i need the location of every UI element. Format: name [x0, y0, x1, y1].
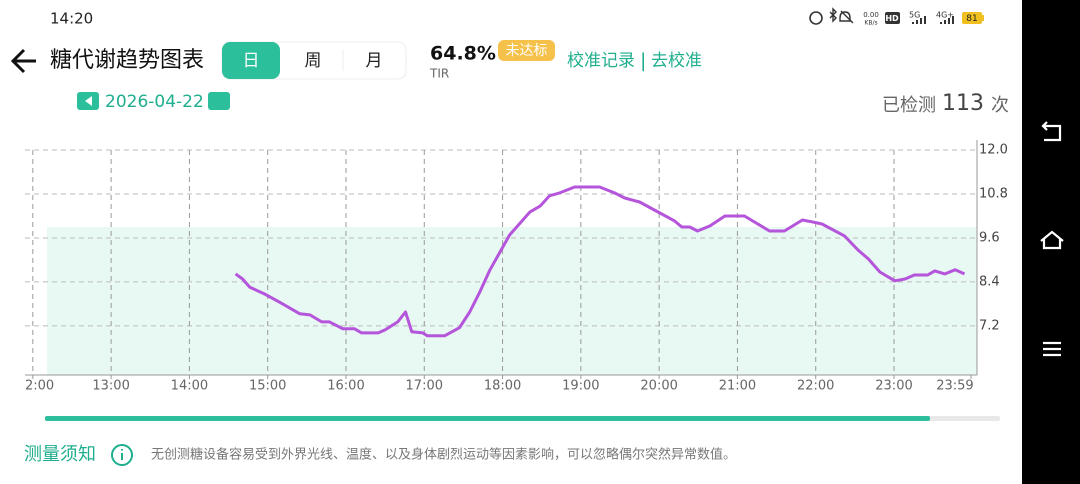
x-tick-label: 19:00 — [562, 379, 599, 394]
tab-week[interactable]: 周 — [305, 51, 322, 71]
x-tick-label: 13:00 — [92, 379, 129, 394]
x-tick-label: 23:00 — [875, 379, 912, 394]
hd-box — [885, 12, 900, 24]
battery — [962, 12, 982, 24]
y-tick-label: 9.6 — [979, 230, 1000, 245]
next-day[interactable] — [208, 92, 230, 110]
x-tick-label: 18:00 — [484, 379, 521, 394]
y-tick-label: 12.0 — [979, 143, 1008, 158]
x-tick-label: 14:00 — [171, 379, 208, 394]
x-tick-label: 22:00 — [797, 379, 834, 394]
x-tick-label: 16:00 — [327, 379, 364, 394]
signal-5g: 5G — [909, 11, 920, 20]
x-tick-label: 23:59 — [936, 379, 973, 394]
nav-home[interactable] — [1040, 230, 1064, 250]
net-unit: KB/s — [864, 20, 877, 27]
signal-4g: 4G+ — [936, 11, 954, 20]
y-tick-label: 8.4 — [979, 274, 1000, 289]
date: 2026-04-22 — [105, 92, 204, 112]
signal-bars — [940, 16, 954, 24]
battery-tip — [982, 15, 984, 21]
signal-bars — [912, 16, 926, 24]
tir-value: 64.8% — [430, 43, 496, 65]
y-tick-label: 10.8 — [979, 186, 1008, 201]
status-icons — [809, 7, 854, 25]
net-speed: 0.00 — [863, 11, 879, 19]
target-range — [47, 226, 977, 375]
footer-text: 无创测糖设备容易受到外界光线、温度、以及身体剧烈运动等因素影响，可以忽略偶尔突然… — [151, 447, 736, 463]
nav-back[interactable] — [1041, 121, 1062, 142]
count-number: 113 — [942, 91, 984, 116]
scroll-thumb[interactable] — [45, 416, 930, 421]
tir-label: TIR — [429, 67, 449, 81]
glucose-line — [234, 185, 966, 338]
tab-selected-bg — [222, 42, 280, 79]
x-tick-label: 20:00 — [640, 379, 677, 394]
info-icon[interactable] — [111, 444, 133, 466]
battery-level: 81 — [966, 14, 977, 24]
badge: 未达标 — [506, 43, 548, 59]
tab-month[interactable]: 月 — [366, 51, 383, 71]
count-suffix: 次 — [991, 95, 1009, 116]
y-tick-label: 7.2 — [979, 318, 1000, 333]
link-separator: | — [640, 50, 646, 72]
hd: HD — [885, 14, 899, 23]
x-tick-label: 15:00 — [249, 379, 286, 394]
tab-day[interactable]: 日 — [243, 51, 260, 71]
calibration-record[interactable]: 校准记录 — [567, 51, 635, 71]
back-button[interactable] — [10, 48, 36, 74]
badge-bg — [498, 40, 555, 61]
count-prefix: 已检测 — [882, 95, 936, 116]
calibrate[interactable]: 去校准 — [651, 51, 702, 71]
prev-arrow — [85, 96, 92, 106]
page-title: 糖代谢趋势图表 — [50, 48, 204, 73]
nav-menu[interactable] — [1043, 341, 1061, 357]
x-tick-label: 21:00 — [719, 379, 756, 394]
time: 14:20 — [50, 10, 93, 28]
x-tick-label: 17:00 — [406, 379, 443, 394]
x-tick-label: 2:00 — [25, 379, 54, 394]
footer-title: 测量须知 — [24, 444, 96, 465]
nav-bar — [1022, 0, 1080, 484]
chart: 12.0 10.8 9.6 8.4 7.2 2:00 13:00 14:00 15:00 16:0… — [25, 140, 1008, 394]
